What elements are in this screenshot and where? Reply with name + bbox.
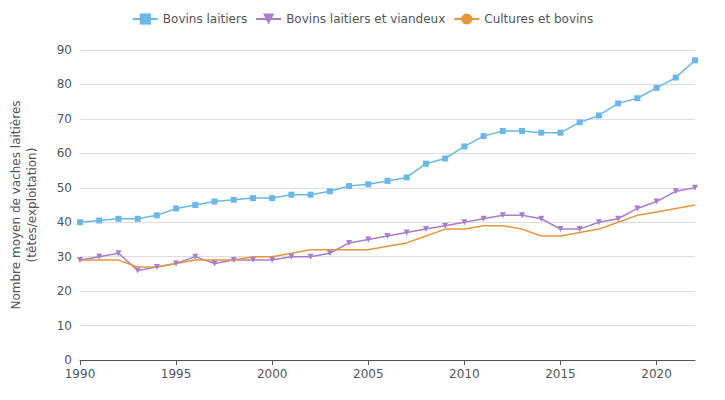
svg-text:Bovins laitiers et viandeux: Bovins laitiers et viandeux [286, 12, 445, 26]
svg-text:2015: 2015 [545, 367, 576, 381]
svg-text:90: 90 [57, 43, 72, 57]
svg-text:60: 60 [57, 146, 72, 160]
svg-text:20: 20 [57, 284, 72, 298]
svg-text:Cultures et bovins: Cultures et bovins [484, 12, 593, 26]
svg-text:10: 10 [57, 319, 72, 333]
svg-text:2000: 2000 [257, 367, 288, 381]
svg-text:40: 40 [57, 215, 72, 229]
svg-text:Bovins laitiers: Bovins laitiers [163, 12, 247, 26]
svg-text:1990: 1990 [65, 367, 96, 381]
svg-text:80: 80 [57, 77, 72, 91]
svg-text:1995: 1995 [161, 367, 192, 381]
svg-text:0: 0 [64, 353, 72, 367]
svg-text:2005: 2005 [353, 367, 384, 381]
svg-text:2010: 2010 [449, 367, 480, 381]
svg-text:(têtes/exploitation): (têtes/exploitation) [25, 148, 39, 263]
svg-text:30: 30 [57, 250, 72, 264]
svg-text:70: 70 [57, 112, 72, 126]
svg-text:Nombre moyen de vaches laitièr: Nombre moyen de vaches laitières [9, 100, 23, 309]
svg-text:2020: 2020 [641, 367, 672, 381]
svg-text:50: 50 [57, 181, 72, 195]
